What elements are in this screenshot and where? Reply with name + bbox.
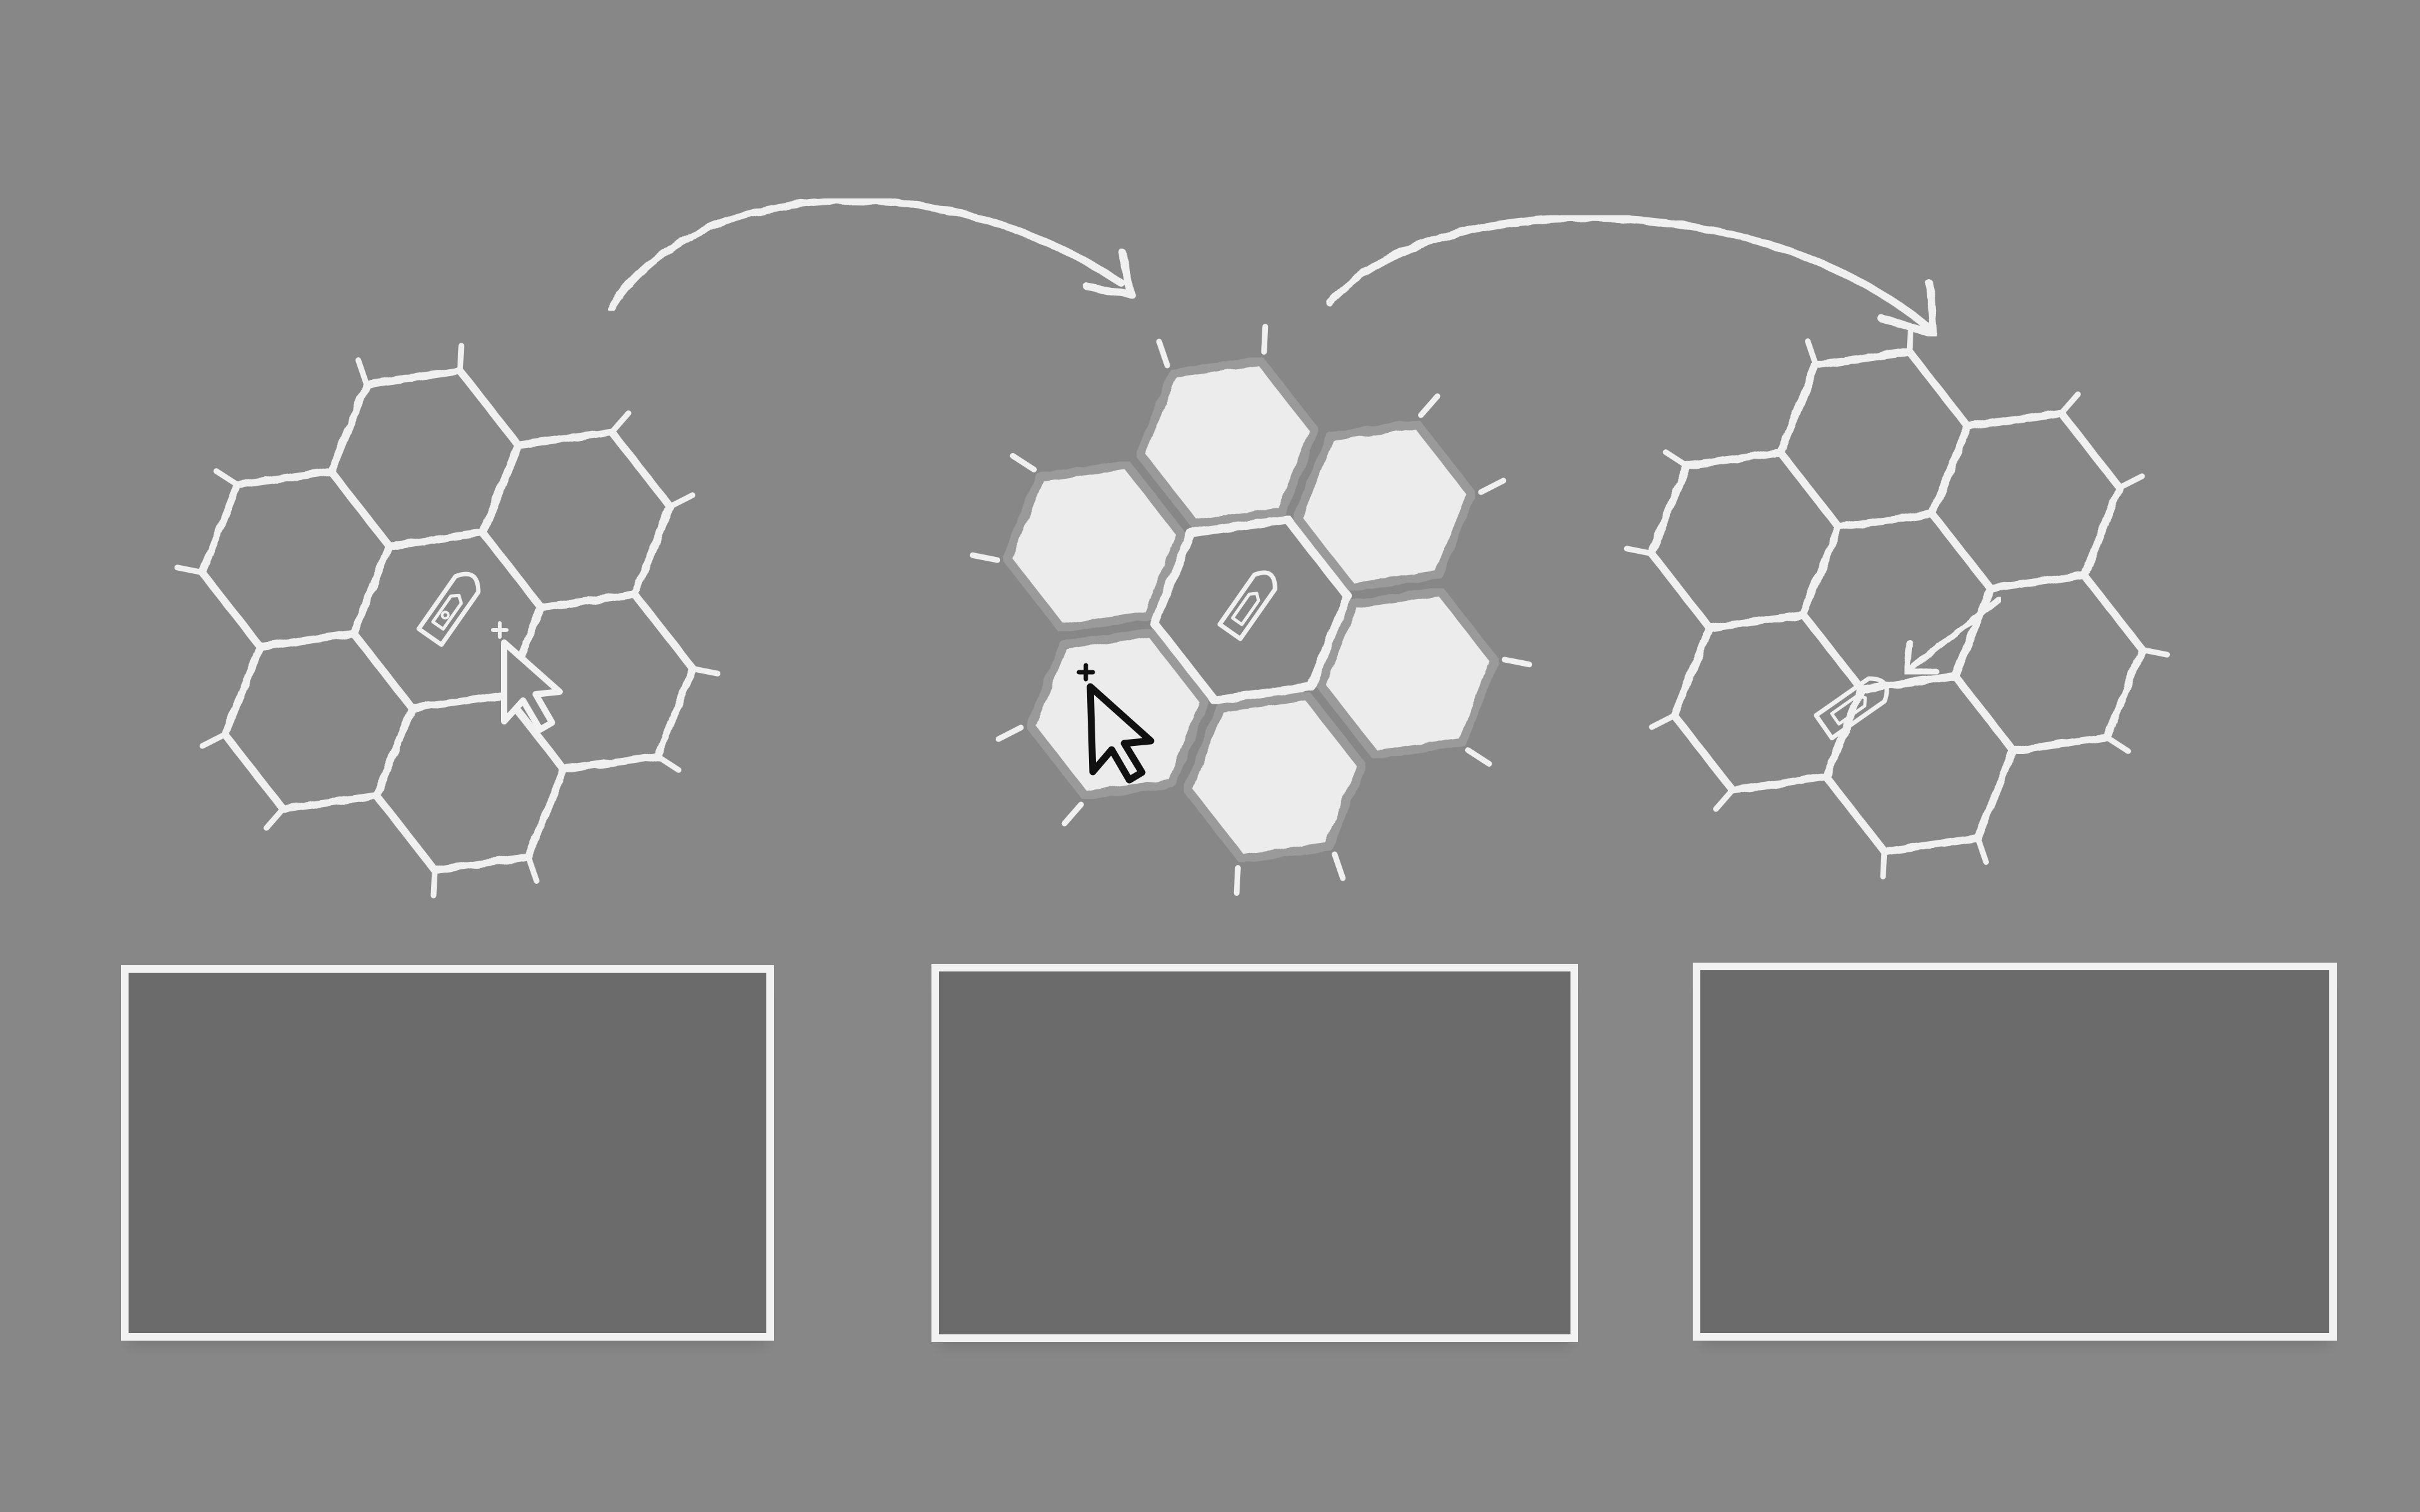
- hex-edge-tick: [1880, 848, 1887, 879]
- hex-edge-tick: [1805, 338, 1819, 369]
- step-1-panel: [121, 965, 774, 1341]
- hex-edge-tick: [1649, 713, 1678, 730]
- hex-cell: [1951, 571, 2146, 755]
- hex-edge-tick: [1418, 393, 1441, 418]
- hex-cell: [1647, 449, 1843, 632]
- hex-edge-tick: [995, 724, 1024, 742]
- hex-edge-tick: [1233, 865, 1241, 896]
- hex-cell: [1183, 691, 1366, 864]
- hex-edge-tick: [1061, 801, 1084, 827]
- boat-icon: [1217, 570, 1277, 641]
- step-2-panel: [931, 964, 1578, 1342]
- hex-edge-tick: [1261, 323, 1269, 355]
- hex-edge-tick: [1156, 338, 1170, 369]
- boat-icon: [416, 571, 481, 647]
- hex-edge-tick: [430, 867, 438, 898]
- hex-edge-tick: [199, 731, 228, 749]
- hex-edge-tick: [1975, 835, 1989, 865]
- hex-edge-tick: [1501, 656, 1533, 668]
- hex-cell: [1002, 461, 1186, 633]
- hex-edge-tick: [1478, 478, 1507, 495]
- step-2-caption: [939, 971, 1570, 1334]
- hex-cell: [1316, 587, 1500, 759]
- hex-edge-tick: [654, 753, 682, 773]
- hex-edge-tick: [1623, 546, 1655, 557]
- hex-cell: [221, 629, 416, 813]
- hex-edge-tick: [2139, 646, 2170, 658]
- move-arrow-icon: [1903, 595, 2002, 676]
- hex-edge-tick: [263, 806, 286, 831]
- hex-edge-tick: [609, 410, 631, 435]
- hex-edge-tick: [969, 552, 1001, 563]
- hex-edge-tick: [1332, 851, 1346, 881]
- cursor-arrow-icon: [1076, 663, 1155, 784]
- hex-cell: [198, 467, 393, 651]
- hex-cell: [1293, 420, 1476, 592]
- hex-edge-tick: [2058, 391, 2081, 416]
- hex-edge-tick: [1465, 747, 1492, 767]
- hex-edge-tick: [2116, 473, 2145, 491]
- hex-edge-tick: [689, 665, 721, 677]
- hex-cell: [479, 428, 674, 612]
- hex-edge-tick: [1662, 449, 1690, 469]
- step-1-caption: [129, 973, 766, 1333]
- hex-cell: [1928, 409, 2124, 593]
- hex-edge-tick: [667, 492, 696, 510]
- hex-cell: [1136, 356, 1319, 529]
- hex-edge-tick: [526, 854, 539, 884]
- step-3-panel: [1693, 963, 2337, 1341]
- flow-arrow-icon: [608, 197, 1135, 312]
- cursor-arrow-icon: [491, 621, 563, 733]
- boat-icon: [1814, 676, 1889, 741]
- hex-edge-tick: [1713, 787, 1736, 812]
- hex-edge-tick: [213, 468, 241, 488]
- flow-arrow-icon: [1326, 214, 1937, 338]
- step-3-caption: [1700, 970, 2329, 1333]
- hex-cell-center: [1150, 515, 1352, 705]
- hex-edge-tick: [174, 564, 205, 576]
- hex-edge-tick: [1010, 453, 1037, 472]
- hex-edge-tick: [2104, 735, 2131, 754]
- hex-edge-tick: [457, 343, 464, 374]
- hex-grid-step-3: [1623, 324, 2170, 879]
- hex-edge-tick: [355, 357, 369, 387]
- hex-edge-tick: [1906, 324, 1914, 355]
